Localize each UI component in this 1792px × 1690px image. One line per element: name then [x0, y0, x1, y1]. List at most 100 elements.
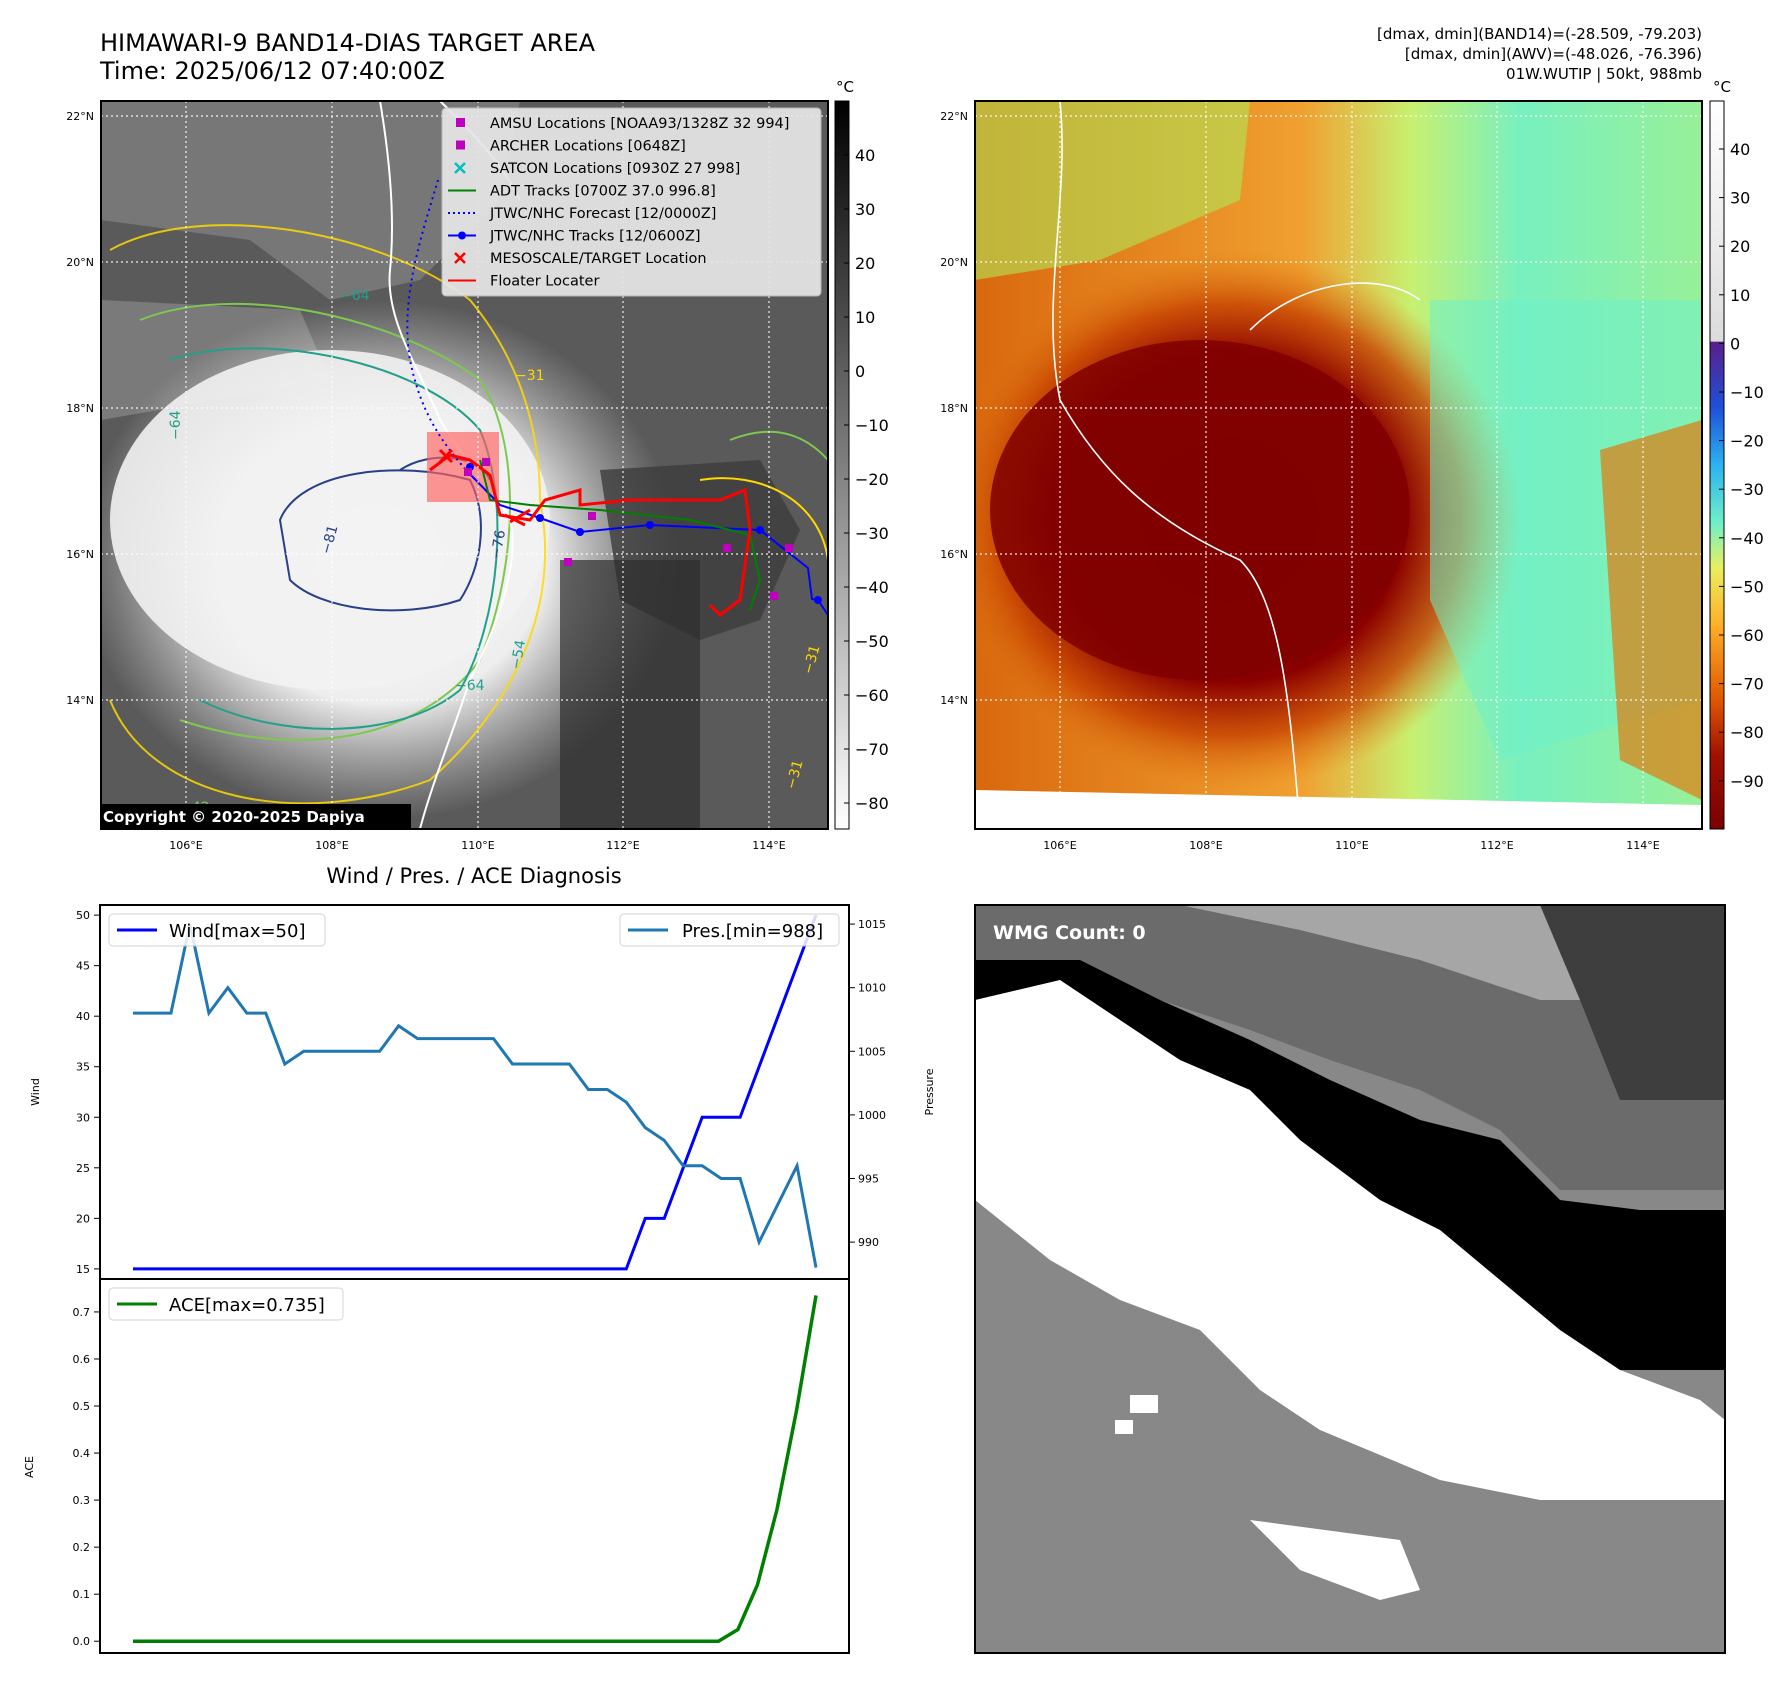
colorbar-tick-label: 40 — [855, 146, 875, 165]
legend-entry: AMSU Locations [NOAA93/1328Z 32 994] — [456, 116, 789, 132]
lon-label: 110°E — [461, 839, 494, 852]
pressure-tick-label: 995 — [858, 1173, 879, 1186]
colorbar-tick-label: −70 — [1730, 675, 1764, 694]
colorbar-tick-label: −50 — [855, 632, 889, 651]
colorbar-tick-label: −10 — [1730, 383, 1764, 402]
contour-label: −31 — [515, 368, 545, 384]
ir-colorbar-ticks: 40 30 20 10 0 −10 −20 −30 −40 −50 −60 −70 −80 — [844, 146, 889, 813]
contour-label: −54 — [508, 639, 529, 671]
lon-label: 106°E — [169, 839, 202, 852]
colorbar-tick-label: 20 — [1730, 237, 1750, 256]
lat-label: 20°N — [940, 256, 968, 269]
pressure-series-line — [133, 923, 818, 1268]
lat-label: 16°N — [66, 548, 94, 561]
wind-axis-label: Wind — [29, 1078, 42, 1106]
ace-tick-label: 0.0 — [73, 1635, 91, 1648]
pressure-tick-label: 990 — [858, 1236, 879, 1249]
legend-label: JTWC/NHC Forecast [12/0000Z] — [489, 206, 716, 222]
colorbar-tick-label: −20 — [855, 470, 889, 489]
legend-entry: Floater Locater — [448, 274, 599, 290]
colorbar-tick-label: −40 — [1730, 529, 1764, 548]
lon-label: 114°E — [752, 839, 785, 852]
lon-label: 106°E — [1043, 839, 1076, 852]
colorbar-tick-label: −20 — [1730, 432, 1764, 451]
legend-label: ARCHER Locations [0648Z] — [490, 139, 686, 155]
wmg-frame — [974, 904, 1726, 1654]
contour-label: −31 — [800, 643, 823, 676]
colorbar-tick-label: −60 — [855, 686, 889, 705]
legend-entry: SATCON Locations [0930Z 27 998] — [454, 161, 740, 177]
ace-legend: ACE[max=0.735] — [108, 1287, 344, 1321]
colorbar-tick-label: −60 — [1730, 626, 1764, 645]
contour-label: −64 — [455, 678, 485, 694]
diagnosis-title: Wind / Pres. / ACE Diagnosis — [326, 864, 621, 888]
figure-title: HIMAWARI-9 BAND14-DIAS TARGET AREA — [100, 29, 596, 57]
wind-pressure-chart: 15 20 25 30 35 40 45 50 990 995 1000 1005 1010 1015 W… — [29, 904, 936, 1280]
contour-label: −31 — [783, 758, 806, 791]
ir-colorbar — [834, 100, 850, 830]
legend-label: ADT Tracks [0700Z 37.0 996.8] — [490, 184, 716, 200]
info-band14-range: [dmax, dmin](BAND14)=(-28.509, -79.203) — [1377, 25, 1702, 43]
lon-label: 110°E — [1335, 839, 1368, 852]
ace-tick-label: 0.4 — [73, 1447, 91, 1460]
colorbar-tick-label: −30 — [855, 524, 889, 543]
contour-label: −76 — [488, 529, 509, 561]
wind-legend: Wind[max=50] — [108, 913, 326, 947]
lat-label: 14°N — [66, 694, 94, 707]
legend-entry: MESOSCALE/TARGET Location — [454, 251, 707, 267]
wind-tick-label: 50 — [76, 909, 90, 922]
ace-tick-label: 0.2 — [73, 1541, 91, 1554]
ace-tick-label: 0.6 — [73, 1353, 91, 1366]
ir-map-panel: −64 −31 −64 −81 −76 −54 −64 −31 −31 −42 … — [66, 78, 889, 852]
pressure-axis-label: Pressure — [923, 1068, 936, 1115]
ace-tick-label: 0.3 — [73, 1494, 91, 1507]
copyright-box — [101, 804, 411, 829]
legend-dot-marker — [458, 231, 466, 240]
wind-legend-label: Wind[max=50] — [169, 921, 306, 942]
ace-axis-label: ACE — [23, 1456, 36, 1478]
pressure-tick-label: 1005 — [858, 1045, 886, 1058]
colorbar-tick-label: −70 — [855, 740, 889, 759]
awv-colorbar — [1709, 100, 1725, 830]
lat-label: 22°N — [66, 110, 94, 123]
lat-label: 18°N — [940, 402, 968, 415]
wind-tick-label: 20 — [76, 1212, 90, 1225]
awv-colorbar-ticks: 40 30 20 10 0 −10 −20 −30 −40 −50 −60 −70 −80 −90 — [1719, 140, 1764, 791]
wind-tick-label: 45 — [76, 960, 90, 973]
contour-label: −64 — [340, 288, 370, 304]
pressure-tick-label: 1015 — [858, 918, 886, 931]
ace-tick-label: 0.7 — [73, 1306, 91, 1319]
colorbar-tick-label: 20 — [855, 254, 875, 273]
info-awv-range: [dmax, dmin](AWV)=(-48.026, -76.396) — [1405, 45, 1702, 63]
colorbar-tick-label: −50 — [1730, 577, 1764, 596]
info-storm-summary: 01W.WUTIP | 50kt, 988mb — [1506, 65, 1702, 83]
pressure-legend-label: Pres.[min=988] — [682, 921, 823, 942]
contour-label: −81 — [318, 523, 341, 556]
colorbar-tick-label: −80 — [1730, 723, 1764, 742]
wind-pressure-frame — [99, 904, 850, 1280]
wmg-panel: WMG Count: 0 — [974, 904, 1726, 1654]
colorbar-tick-label: −10 — [855, 416, 889, 435]
lon-label: 112°E — [1480, 839, 1513, 852]
legend-square-marker — [456, 118, 465, 127]
awv-frame — [974, 100, 1703, 830]
wmg-count-label: WMG Count: 0 — [993, 922, 1146, 944]
wind-series-line — [133, 914, 818, 1271]
colorbar-tick-label: −90 — [1730, 772, 1764, 791]
lat-label: 14°N — [940, 694, 968, 707]
ace-legend-label: ACE[max=0.735] — [169, 1295, 325, 1316]
legend-entry: JTWC/NHC Forecast [12/0000Z] — [448, 206, 716, 222]
wmg-white-band — [975, 980, 1725, 1500]
legend-label: AMSU Locations [NOAA93/1328Z 32 994] — [490, 116, 789, 132]
colorbar-tick-label: 40 — [1730, 140, 1750, 159]
legend-label: SATCON Locations [0930Z 27 998] — [490, 161, 740, 177]
legend-entry: ARCHER Locations [0648Z] — [456, 139, 686, 155]
awv-coastline — [1052, 101, 1301, 829]
ace-tick-label: 0.5 — [73, 1400, 91, 1413]
wind-tick-label: 25 — [76, 1162, 90, 1175]
copyright-text: Copyright © 2020-2025 Dapiya — [103, 808, 365, 826]
mesoscale-target-marker — [438, 448, 454, 464]
ace-chart: 0.0 0.1 0.2 0.3 0.4 0.5 0.6 0.7 ACE ACE[max=0.7… — [23, 1278, 850, 1654]
colorbar-tick-label: −40 — [855, 578, 889, 597]
